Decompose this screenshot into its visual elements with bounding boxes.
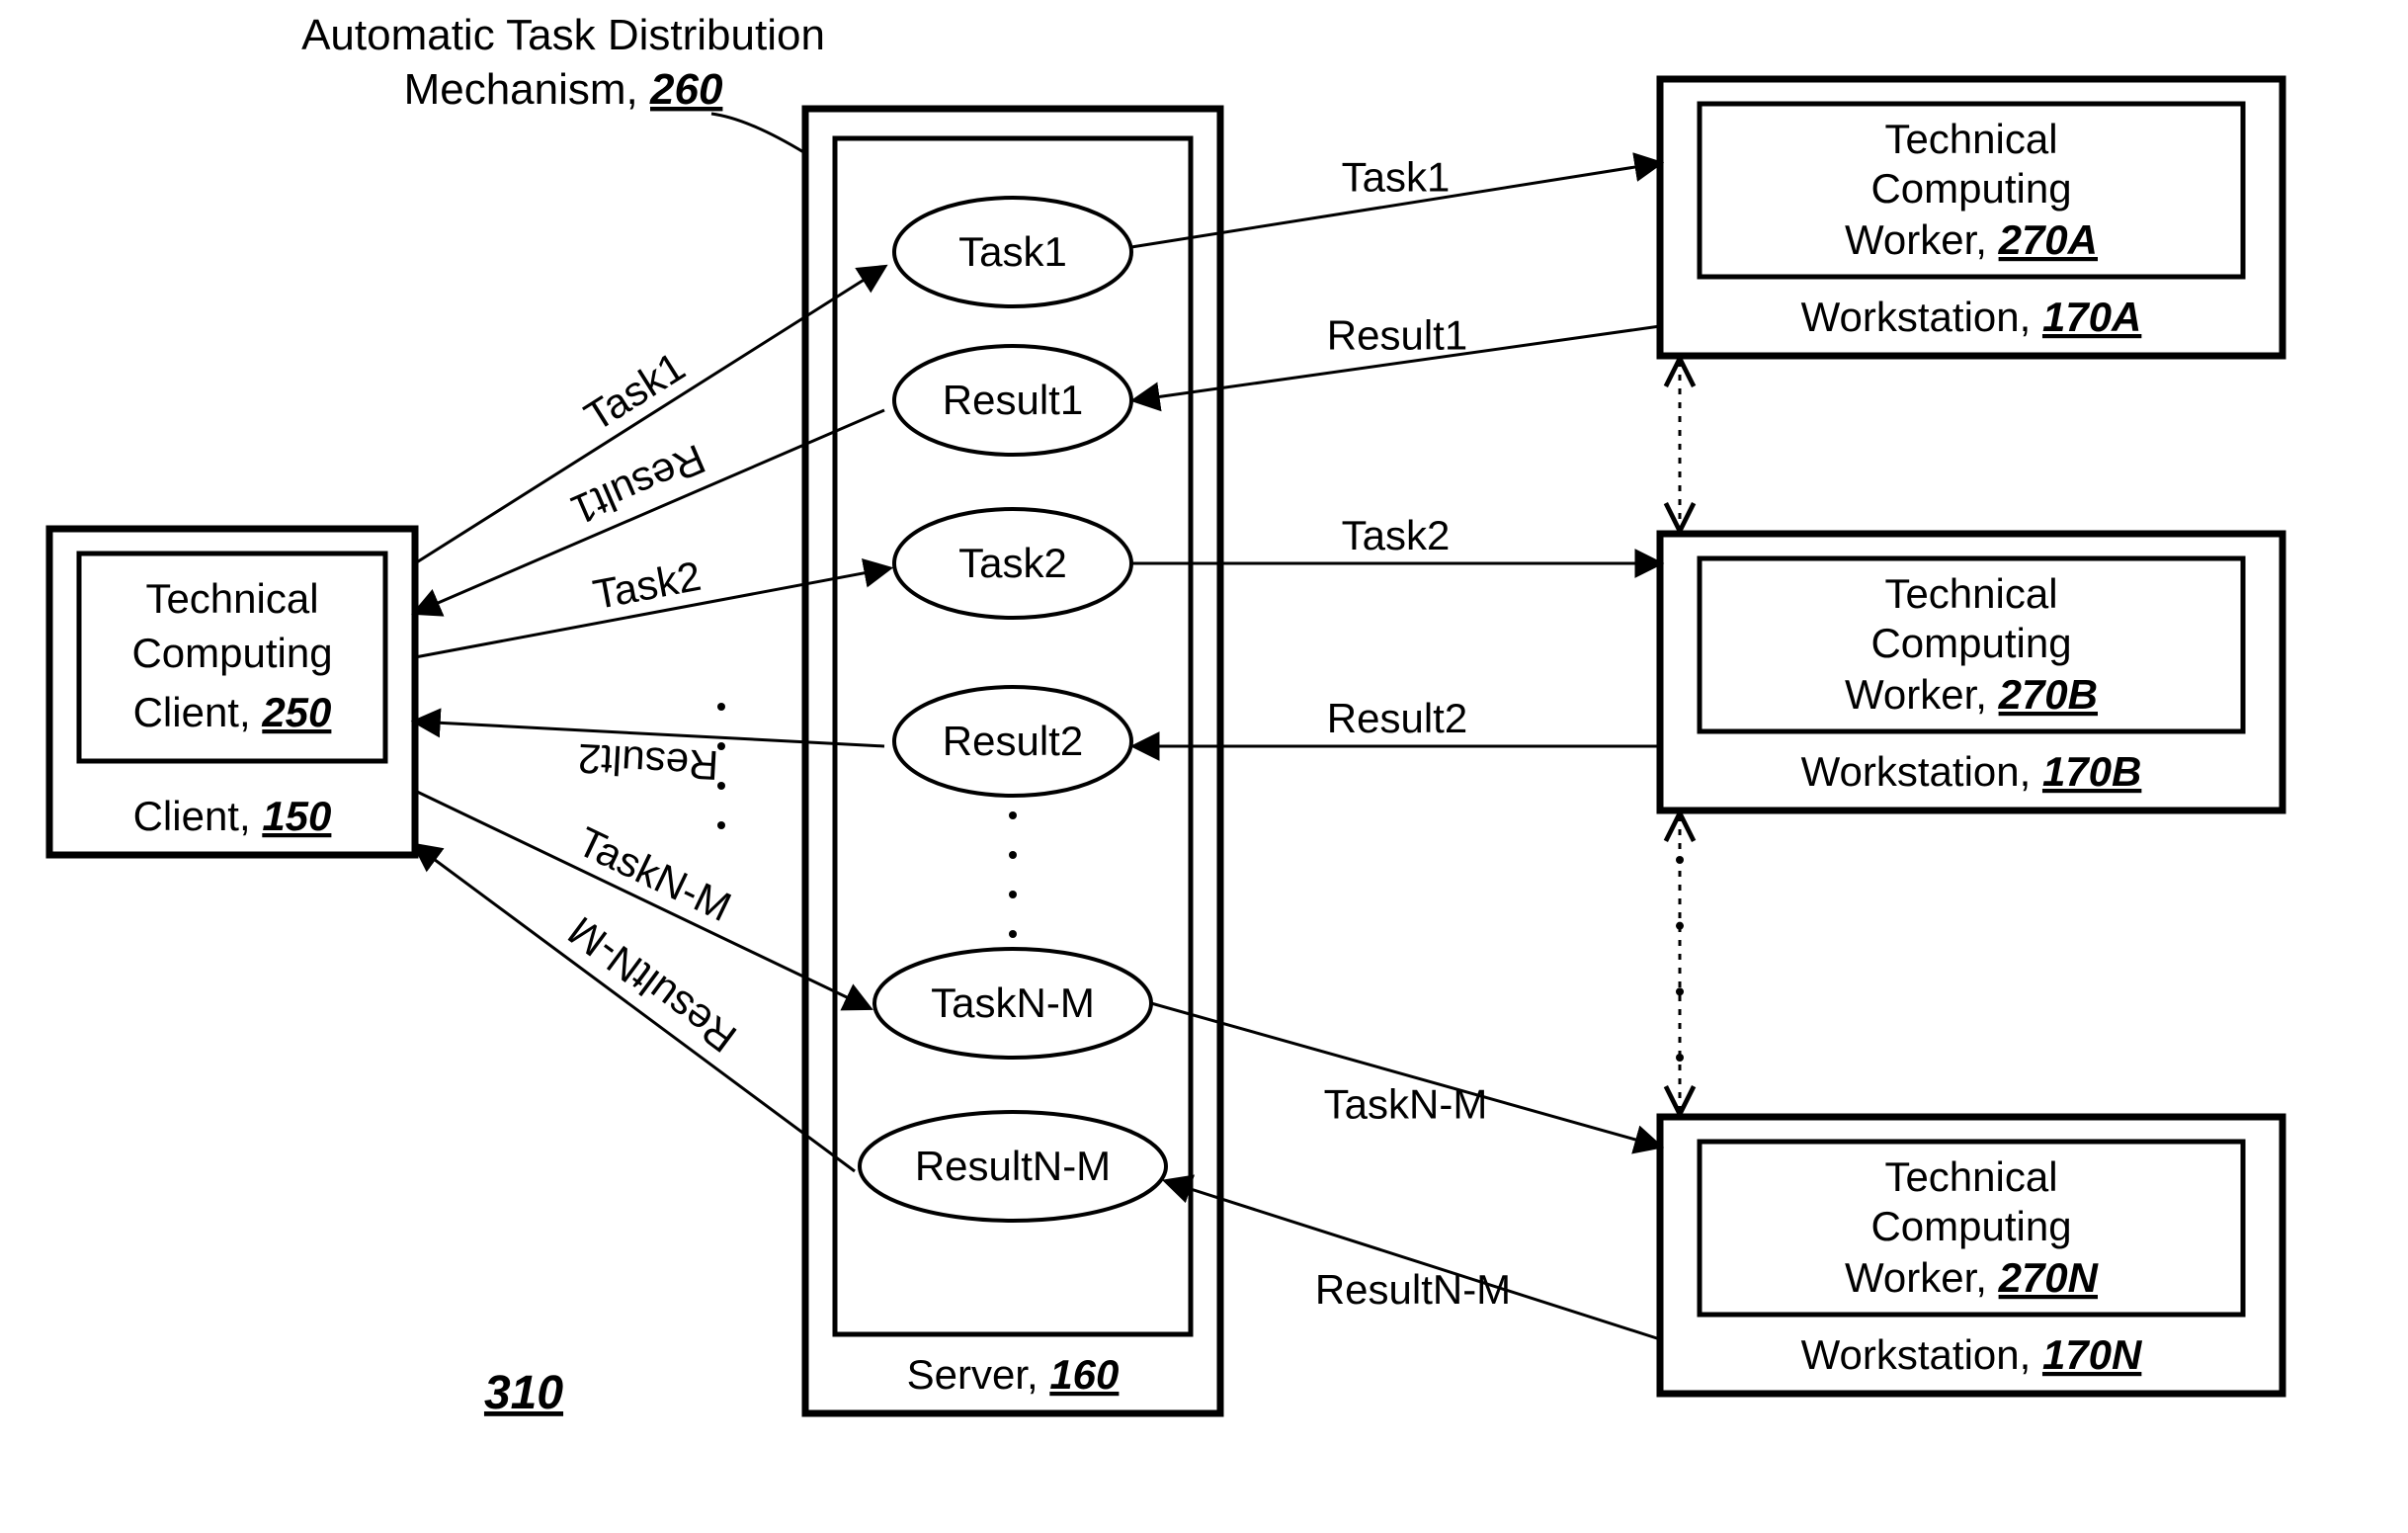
worker-line1-0: Technical xyxy=(1884,116,2057,162)
arrow-label: ResultN-M xyxy=(559,907,744,1062)
arrow xyxy=(1166,1181,1660,1339)
worker-footer-0: Workstation, 170A xyxy=(1801,294,2142,340)
worker-footer-2: Workstation, 170N xyxy=(1801,1331,2143,1378)
arrow-label: Result1 xyxy=(1327,312,1467,359)
server-ellipse-label-4: TaskN-M xyxy=(931,979,1095,1026)
diagram-canvas: Automatic Task Distribution Mechanism, 26… xyxy=(0,0,2408,1533)
vdots xyxy=(1009,930,1017,938)
arrow-label: Result2 xyxy=(577,735,720,789)
vdots xyxy=(717,782,725,790)
arrow-label: ResultN-M xyxy=(1315,1266,1511,1313)
arrow-label-g: Result2 xyxy=(577,735,720,789)
client-line3: Client, 250 xyxy=(133,689,332,735)
arrow-label-g: TaskN-M xyxy=(570,817,738,930)
title-pointer xyxy=(711,114,805,153)
vdots xyxy=(1009,851,1017,859)
arrow-label-g: Result1 xyxy=(564,436,711,535)
arrow-label-g: ResultN-M xyxy=(559,907,744,1062)
arrow-label: Result1 xyxy=(564,436,711,535)
arrow xyxy=(415,267,884,563)
arrow-label: TaskN-M xyxy=(1324,1081,1488,1128)
server-ellipse-label-5: ResultN-M xyxy=(915,1143,1111,1189)
server-ellipse-label-2: Task2 xyxy=(958,540,1067,586)
vdots xyxy=(717,821,725,829)
vdots xyxy=(717,703,725,711)
arrow-label: Task2 xyxy=(589,553,705,618)
worker-line3-1: Worker, 270B xyxy=(1845,671,2098,718)
server-footer: Server, 160 xyxy=(907,1351,1120,1398)
title-line1: Automatic Task Distribution xyxy=(301,11,825,59)
arrow-label: Task1 xyxy=(1342,154,1451,201)
worker-line1-1: Technical xyxy=(1884,570,2057,617)
worker-line1-2: Technical xyxy=(1884,1153,2057,1200)
worker-line2-1: Computing xyxy=(1870,620,2071,666)
worker-line2-2: Computing xyxy=(1870,1203,2071,1249)
arrow-label: TaskN-M xyxy=(570,817,738,930)
title-line2: Mechanism, 260 xyxy=(404,65,723,114)
worker-line2-0: Computing xyxy=(1870,165,2071,212)
client-line1: Technical xyxy=(145,575,318,622)
vdots xyxy=(1676,987,1684,995)
vdots xyxy=(1009,811,1017,819)
client-line2: Computing xyxy=(131,630,332,676)
client-footer: Client, 150 xyxy=(133,793,332,839)
server-ellipse-label-1: Result1 xyxy=(943,377,1083,423)
server-ellipse-label-0: Task1 xyxy=(958,228,1067,275)
arrow-label-g: Task2 xyxy=(589,553,705,618)
worker-line3-2: Worker, 270N xyxy=(1845,1254,2100,1301)
figure-ref: 310 xyxy=(484,1367,563,1419)
arrow-label: Result2 xyxy=(1327,695,1467,741)
arrow-label: Task2 xyxy=(1342,512,1451,558)
arrow xyxy=(415,845,855,1171)
server-ellipse-label-3: Result2 xyxy=(943,718,1083,764)
worker-footer-1: Workstation, 170B xyxy=(1801,748,2142,795)
vdots xyxy=(1009,891,1017,898)
worker-line3-0: Worker, 270A xyxy=(1845,216,2098,263)
